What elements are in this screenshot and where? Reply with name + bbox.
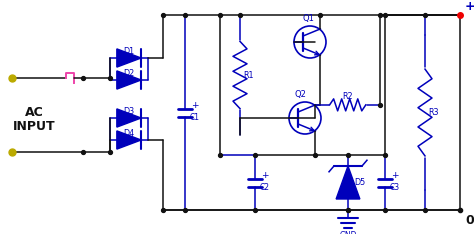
- Text: D5: D5: [355, 178, 365, 187]
- Polygon shape: [117, 109, 141, 127]
- Text: C1: C1: [190, 113, 200, 122]
- Text: Q2: Q2: [294, 91, 306, 99]
- Text: Q1: Q1: [302, 15, 314, 23]
- Text: +: +: [391, 171, 399, 180]
- Text: C2: C2: [260, 183, 270, 192]
- Text: D3: D3: [123, 106, 135, 116]
- Polygon shape: [117, 71, 141, 89]
- Polygon shape: [117, 49, 141, 67]
- Text: D1: D1: [123, 47, 135, 55]
- Text: +V: +V: [465, 0, 474, 14]
- Text: R3: R3: [429, 108, 439, 117]
- Text: D4: D4: [123, 128, 135, 138]
- Polygon shape: [336, 166, 360, 199]
- Text: GND: GND: [339, 230, 357, 234]
- Text: AC: AC: [25, 106, 44, 120]
- Text: +: +: [191, 101, 199, 110]
- Text: INPUT: INPUT: [13, 120, 55, 132]
- Text: 0V: 0V: [465, 213, 474, 227]
- Polygon shape: [117, 131, 141, 149]
- Text: +: +: [261, 171, 269, 180]
- Text: R1: R1: [244, 70, 254, 80]
- Text: C3: C3: [390, 183, 400, 192]
- Text: D2: D2: [123, 69, 135, 77]
- Text: R2: R2: [342, 92, 353, 101]
